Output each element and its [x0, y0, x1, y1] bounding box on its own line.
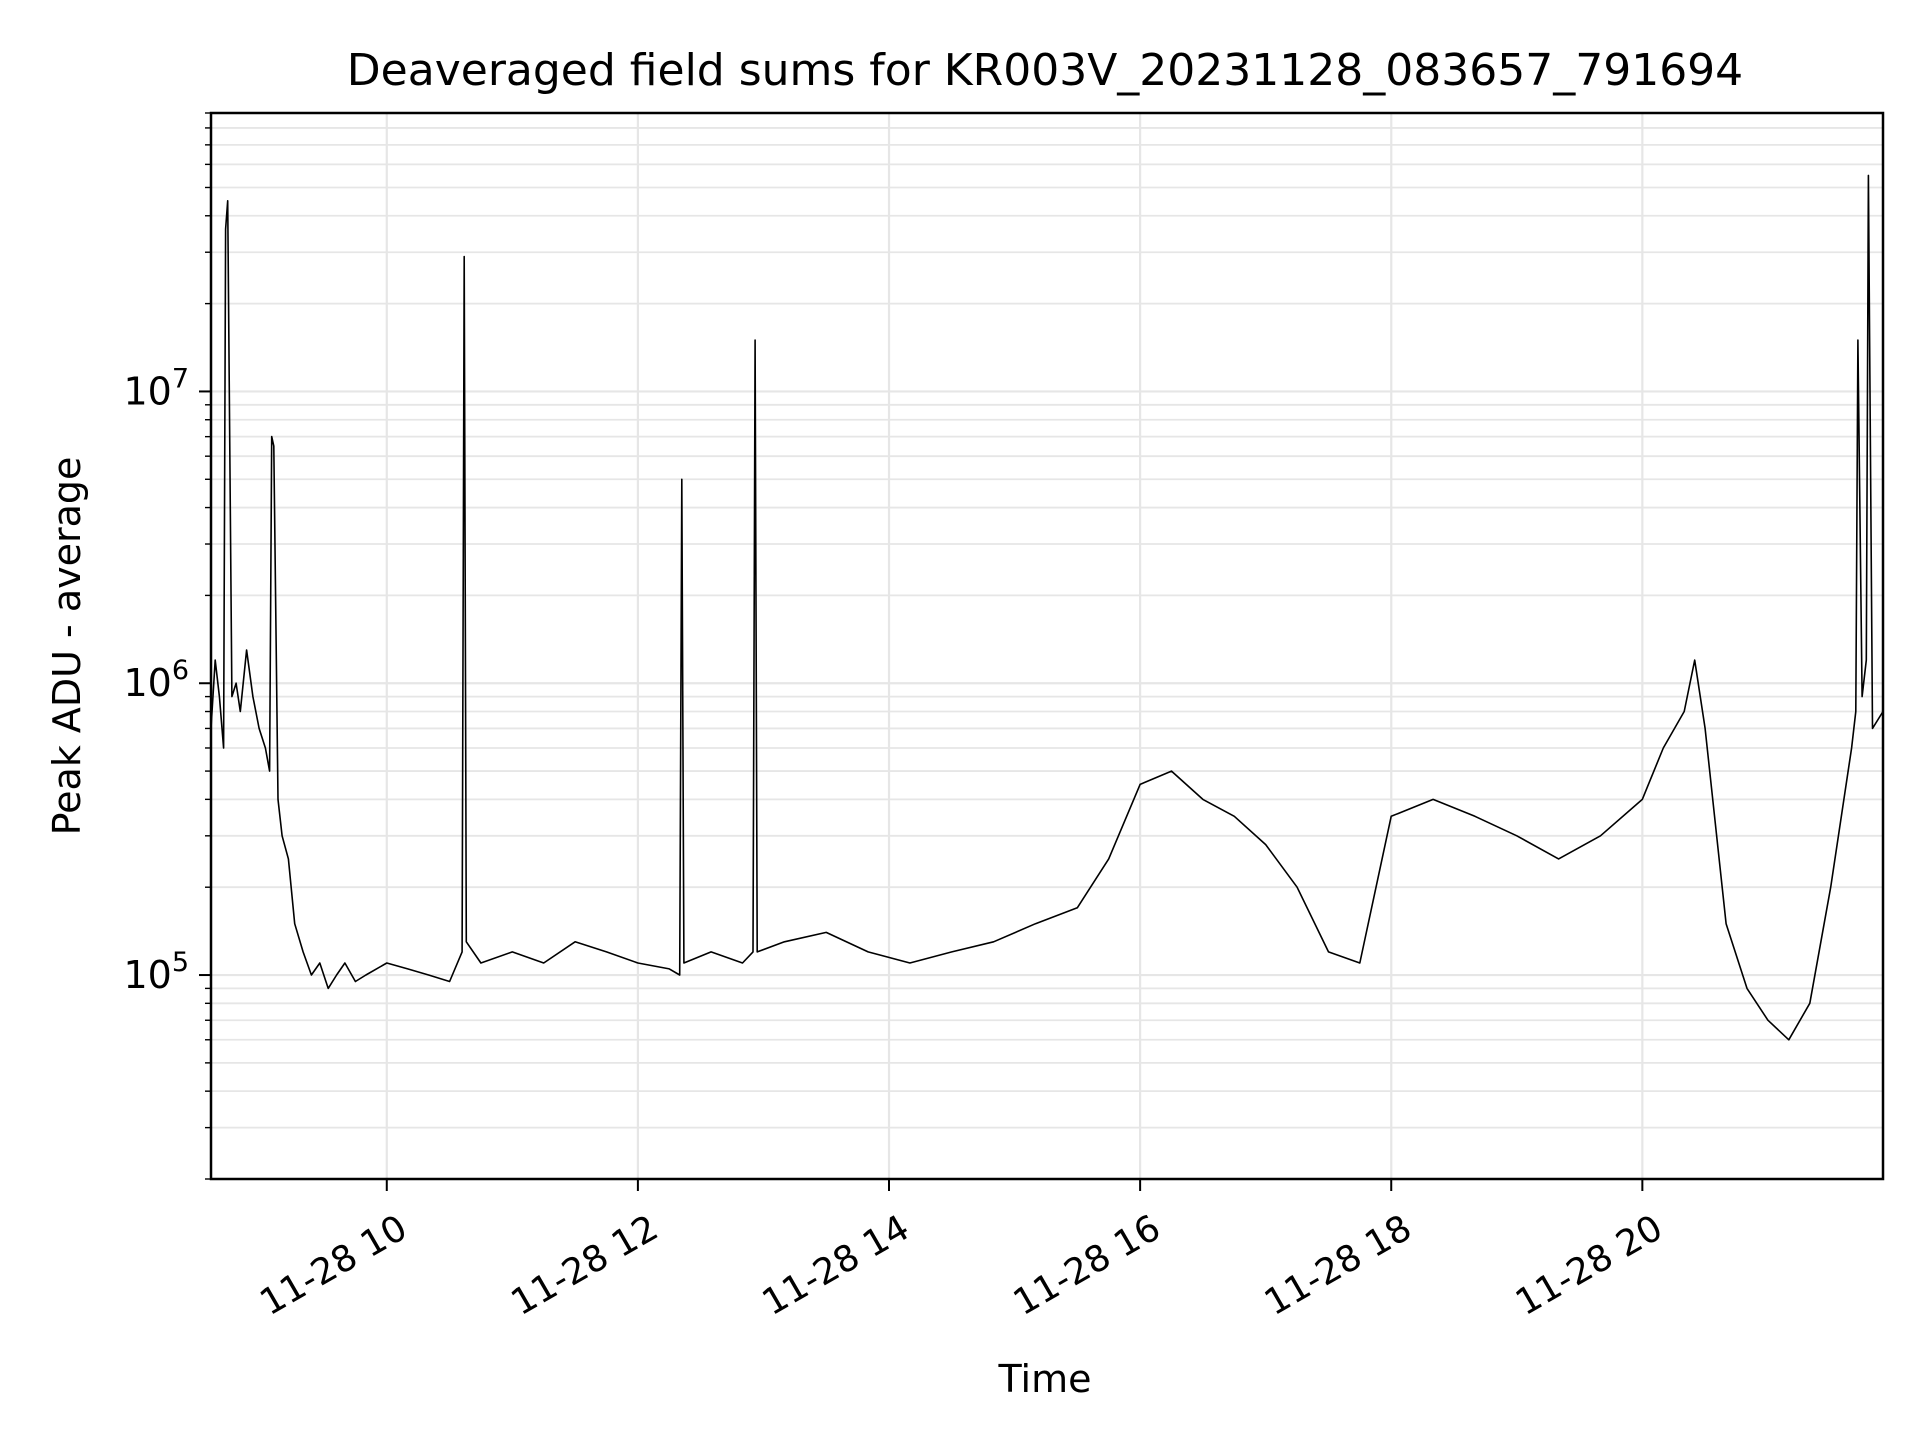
data-series-line [210, 174, 1884, 1041]
y-tick-base: 10 [123, 953, 171, 997]
series-line [210, 174, 1884, 1041]
y-tick-label: 105 [123, 947, 189, 997]
y-tick-exponent: 7 [172, 363, 189, 394]
x-axis-label: Time [998, 1357, 1092, 1401]
y-tick-exponent: 6 [172, 655, 189, 686]
y-tick-base: 10 [123, 661, 171, 705]
y-tick-label: 107 [123, 363, 189, 413]
y-axis-label: Peak ADU - average [45, 457, 89, 836]
chart-title: Deaveraged field sums for KR003V_2023112… [347, 45, 1743, 96]
plot-frame [209, 111, 1885, 1181]
y-tick-base: 10 [123, 369, 171, 413]
y-tick-label: 106 [123, 655, 189, 705]
y-tick-exponent: 5 [172, 947, 189, 978]
